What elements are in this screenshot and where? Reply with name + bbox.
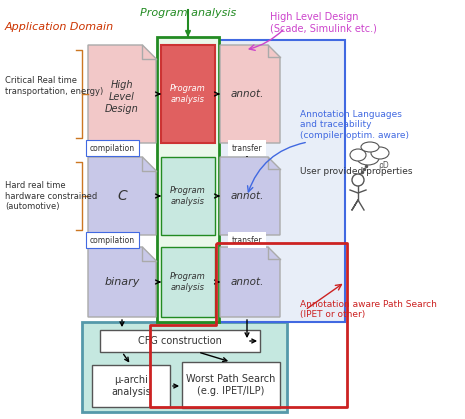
Text: Program
analysis: Program analysis (170, 84, 206, 103)
Bar (215, 40, 345, 322)
Text: annot.: annot. (230, 277, 264, 287)
Bar (182, 362, 280, 408)
Text: Annotation Languages
and traceability
(compiler optim. aware): Annotation Languages and traceability (c… (300, 110, 409, 140)
Text: User provided properties: User provided properties (300, 167, 412, 176)
Bar (92, 365, 170, 407)
Text: Application Domain: Application Domain (5, 22, 114, 32)
Text: High
Level
Design: High Level Design (105, 80, 139, 114)
Ellipse shape (350, 149, 366, 161)
Text: Program
analysis: Program analysis (170, 272, 206, 292)
Text: Annotation aware Path Search
(IPET or other): Annotation aware Path Search (IPET or ot… (300, 300, 437, 319)
Ellipse shape (361, 142, 379, 152)
Polygon shape (88, 157, 156, 235)
Polygon shape (220, 247, 280, 317)
Polygon shape (88, 247, 156, 317)
Text: compilation: compilation (90, 235, 135, 245)
Text: C: C (117, 189, 127, 203)
Ellipse shape (357, 151, 379, 165)
Bar (100, 330, 260, 352)
Polygon shape (88, 45, 156, 143)
Text: Hard real time
hardware constrained
(automotive): Hard real time hardware constrained (aut… (5, 181, 97, 211)
Text: Critical Real time
transportation, energy): Critical Real time transportation, energ… (5, 76, 103, 96)
Bar (157, 37, 219, 322)
Text: annot.: annot. (230, 191, 264, 201)
Text: CFG construction: CFG construction (138, 336, 222, 346)
Bar (161, 45, 215, 143)
Text: Program
analysis: Program analysis (170, 186, 206, 206)
Text: binary: binary (104, 277, 140, 287)
Ellipse shape (371, 147, 389, 159)
Text: transfer: transfer (232, 143, 262, 153)
Text: transfer: transfer (232, 235, 262, 245)
Text: ρD: ρD (378, 160, 389, 170)
Text: Program analysis: Program analysis (140, 8, 236, 18)
Polygon shape (220, 157, 280, 235)
Bar (82, 322, 287, 412)
Text: annot.: annot. (230, 89, 264, 99)
Text: Worst Path Search
(e.g. IPET/ILP): Worst Path Search (e.g. IPET/ILP) (186, 374, 276, 396)
Bar (161, 157, 215, 235)
Text: High Level Design
(Scade, Simulink etc.): High Level Design (Scade, Simulink etc.) (270, 12, 377, 34)
Text: μ-archi
analysis: μ-archi analysis (111, 375, 151, 397)
Text: compilation: compilation (90, 143, 135, 153)
Bar (161, 247, 215, 317)
Polygon shape (220, 45, 280, 143)
